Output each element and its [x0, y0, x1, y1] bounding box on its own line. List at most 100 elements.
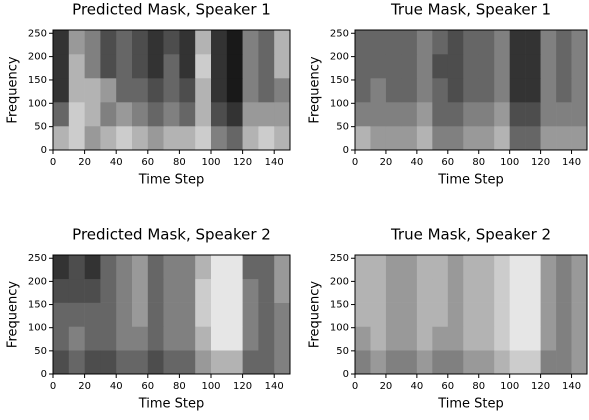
mask-cell	[132, 126, 149, 151]
mask-cell	[179, 255, 196, 280]
x-tick-label: 60	[141, 381, 154, 392]
mask-cell	[478, 278, 495, 303]
mask-cell	[68, 30, 85, 55]
mask-cell	[447, 255, 464, 280]
mask-cell	[116, 350, 133, 375]
mask-cell	[447, 302, 464, 327]
mask-cell	[540, 302, 557, 327]
mask-cell	[242, 102, 259, 127]
mask-cell	[163, 326, 180, 351]
mask-cell	[571, 278, 588, 303]
y-tick-label: 200	[330, 52, 349, 63]
mask-cell	[478, 302, 495, 327]
x-tick-label: 40	[110, 381, 123, 392]
mask-cell	[463, 302, 480, 327]
mask-cell	[447, 78, 464, 103]
mask-cell	[242, 30, 259, 55]
mask-cell	[195, 30, 212, 55]
mask-cell	[274, 54, 291, 79]
mask-cell	[416, 54, 433, 79]
mask-cell	[211, 78, 228, 103]
x-axis-label: Time Step	[437, 173, 504, 188]
mask-cell	[416, 30, 433, 55]
mask-cell	[226, 326, 243, 351]
mask-cell	[556, 302, 572, 327]
mask-cell	[100, 278, 117, 303]
mask-cell	[370, 278, 387, 303]
x-tick-label: 80	[173, 381, 186, 392]
x-tick-label: 120	[233, 157, 252, 168]
mask-cell	[494, 78, 510, 103]
mask-cell	[478, 30, 495, 55]
x-tick-label: 80	[472, 157, 485, 168]
mask-cell	[116, 102, 133, 127]
mask-cell	[84, 278, 101, 303]
mask-cell	[401, 302, 418, 327]
x-axis-label: Time Step	[138, 173, 205, 188]
mask-cell	[274, 278, 291, 303]
mask-cell	[258, 78, 275, 103]
mask-cell	[556, 102, 572, 127]
mask-cell	[401, 102, 418, 127]
mask-cell	[355, 350, 371, 375]
mask-cell	[68, 126, 85, 151]
mask-cell	[100, 30, 117, 55]
chart-title: Predicted Mask, Speaker 1	[72, 1, 271, 19]
mask-cell	[68, 255, 85, 280]
mask-cell	[116, 126, 133, 151]
mask-cell	[432, 326, 449, 351]
mask-cell	[463, 78, 480, 103]
x-axis-label: Time Step	[138, 397, 205, 412]
y-axis-label: Frequency	[308, 281, 323, 348]
mask-cell	[195, 54, 212, 79]
x-tick-label: 140	[562, 381, 581, 392]
mask-cell	[385, 302, 402, 327]
y-tick-label: 150	[330, 75, 349, 86]
y-tick-label: 200	[330, 276, 349, 287]
mask-cell	[226, 54, 243, 79]
mask-cell	[571, 255, 588, 280]
mask-cell	[432, 255, 449, 280]
mask-cell	[463, 326, 480, 351]
mask-cell	[432, 278, 449, 303]
mask-cell	[478, 54, 495, 79]
mask-cell	[195, 126, 212, 151]
mask-cell	[100, 126, 117, 151]
mask-cell	[540, 278, 557, 303]
mask-cell	[494, 102, 510, 127]
mask-cell	[274, 102, 291, 127]
mask-cell	[84, 326, 101, 351]
mask-cell	[147, 54, 164, 79]
mask-cell	[509, 255, 526, 280]
mask-cell	[179, 326, 196, 351]
y-tick-label: 0	[41, 369, 47, 380]
mask-cell	[509, 278, 526, 303]
mask-cell	[571, 54, 588, 79]
mask-cell	[416, 326, 433, 351]
mask-cell	[147, 255, 164, 280]
mask-cell	[84, 102, 101, 127]
mask-cell	[179, 350, 196, 375]
mask-cell	[211, 255, 228, 280]
mask-cell	[132, 350, 149, 375]
mask-cell	[84, 30, 101, 55]
y-tick-label: 100	[28, 323, 47, 334]
mask-cell	[447, 102, 464, 127]
mask-cell	[571, 326, 588, 351]
mask-cell	[540, 255, 557, 280]
mask-cell	[132, 302, 149, 327]
mask-cell	[274, 30, 291, 55]
mask-cell	[211, 54, 228, 79]
mask-cell	[447, 278, 464, 303]
mask-cell	[179, 302, 196, 327]
x-tick-label: 140	[265, 157, 284, 168]
mask-cell	[355, 30, 371, 55]
mask-cell	[147, 78, 164, 103]
mask-cell	[370, 350, 387, 375]
mask-cell	[132, 78, 149, 103]
mask-cell	[416, 302, 433, 327]
mask-cell	[195, 255, 212, 280]
mask-cell	[432, 78, 449, 103]
chart-title: True Mask, Speaker 1	[390, 1, 551, 19]
